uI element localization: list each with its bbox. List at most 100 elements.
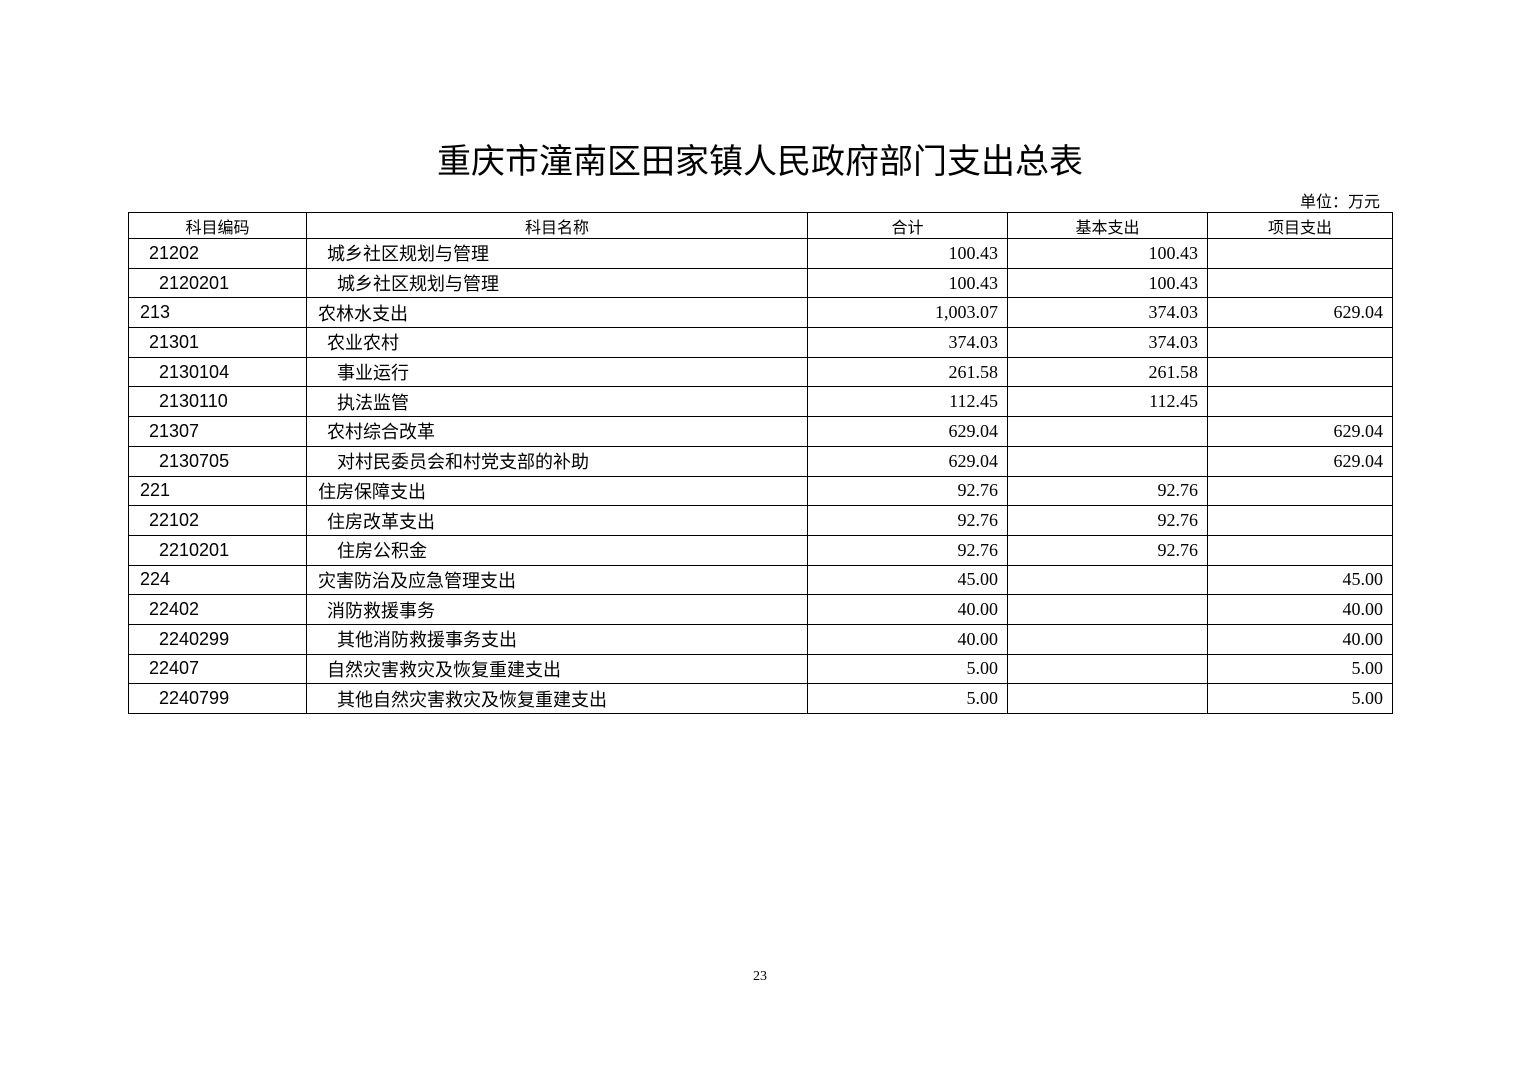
total-cell: 92.76	[807, 505, 1008, 536]
project-cell: 5.00	[1207, 653, 1393, 685]
name-cell: 农林水支出	[306, 297, 808, 329]
project-cell	[1207, 534, 1393, 566]
code-cell: 21307	[128, 416, 307, 447]
total-cell: 261.58	[807, 356, 1008, 388]
table-row: 22402 消防救援事务 40.00 40.00	[128, 594, 1393, 625]
basic-cell	[1007, 653, 1208, 685]
project-cell	[1207, 356, 1393, 388]
basic-cell: 92.76	[1007, 475, 1208, 507]
basic-cell: 374.03	[1007, 327, 1208, 358]
code-cell: 221	[128, 475, 307, 507]
expenditure-table: 科目编码 科目名称 合计 基本支出 项目支出 21202 城乡社区规划与管理 100…	[128, 212, 1393, 714]
total-cell: 5.00	[807, 683, 1008, 714]
code-cell: 21301	[128, 327, 307, 358]
basic-cell: 100.43	[1007, 267, 1208, 299]
name-cell: 自然灾害救灾及恢复重建支出	[306, 653, 808, 685]
basic-cell	[1007, 416, 1208, 447]
project-cell	[1207, 505, 1393, 536]
project-cell: 629.04	[1207, 416, 1393, 447]
table-row: 224 灾害防治及应急管理支出 45.00 45.00	[128, 564, 1393, 596]
table-body: 21202 城乡社区规划与管理 100.43 100.43 2120201 城乡社区规划与…	[128, 238, 1393, 714]
basic-cell: 100.43	[1007, 238, 1208, 269]
code-cell: 22407	[128, 653, 307, 685]
table-row: 213 农林水支出 1,003.07 374.03 629.04	[128, 297, 1393, 329]
total-cell: 1,003.07	[807, 297, 1008, 329]
project-cell	[1207, 327, 1393, 358]
table-row: 21307 农村综合改革 629.04 629.04	[128, 416, 1393, 447]
table-row: 2130110 执法监管 112.45 112.45	[128, 386, 1393, 418]
header-code: 科目编码	[128, 212, 307, 239]
name-cell: 城乡社区规划与管理	[306, 267, 808, 299]
table-row: 2240799 其他自然灾害救灾及恢复重建支出 5.00 5.00	[128, 683, 1393, 714]
basic-cell: 92.76	[1007, 534, 1208, 566]
code-cell: 22402	[128, 594, 307, 625]
project-cell: 45.00	[1207, 564, 1393, 596]
total-cell: 40.00	[807, 594, 1008, 625]
page-title: 重庆市潼南区田家镇人民政府部门支出总表	[437, 142, 1083, 182]
basic-cell	[1007, 623, 1208, 655]
name-cell: 其他消防救援事务支出	[306, 623, 808, 655]
name-cell: 执法监管	[306, 386, 808, 418]
table-row: 2120201 城乡社区规划与管理 100.43 100.43	[128, 267, 1393, 299]
code-cell: 213	[128, 297, 307, 329]
table-row: 21301 农业农村 374.03 374.03	[128, 327, 1393, 358]
code-cell: 2130104	[128, 356, 307, 388]
basic-cell	[1007, 683, 1208, 714]
basic-cell: 261.58	[1007, 356, 1208, 388]
name-cell: 对村民委员会和村党支部的补助	[306, 445, 808, 477]
name-cell: 住房改革支出	[306, 505, 808, 536]
project-cell	[1207, 475, 1393, 507]
project-cell: 629.04	[1207, 297, 1393, 329]
project-cell: 40.00	[1207, 623, 1393, 655]
unit-label: 单位：万元	[1299, 194, 1380, 211]
name-cell: 农村综合改革	[306, 416, 808, 447]
code-cell: 22102	[128, 505, 307, 536]
table-row: 221 住房保障支出 92.76 92.76	[128, 475, 1393, 507]
page-number: 23	[753, 969, 767, 984]
code-cell: 2210201	[128, 534, 307, 566]
table-row: 2210201 住房公积金 92.76 92.76	[128, 534, 1393, 566]
total-cell: 92.76	[807, 475, 1008, 507]
code-cell: 2120201	[128, 267, 307, 299]
table-row: 21202 城乡社区规划与管理 100.43 100.43	[128, 238, 1393, 269]
name-cell: 其他自然灾害救灾及恢复重建支出	[306, 683, 808, 714]
name-cell: 城乡社区规划与管理	[306, 238, 808, 269]
total-cell: 112.45	[807, 386, 1008, 418]
total-cell: 100.43	[807, 267, 1008, 299]
name-cell: 住房公积金	[306, 534, 808, 566]
basic-cell	[1007, 564, 1208, 596]
basic-cell: 112.45	[1007, 386, 1208, 418]
table-row: 22102 住房改革支出 92.76 92.76	[128, 505, 1393, 536]
code-cell: 224	[128, 564, 307, 596]
total-cell: 374.03	[807, 327, 1008, 358]
code-cell: 2130110	[128, 386, 307, 418]
name-cell: 住房保障支出	[306, 475, 808, 507]
code-cell: 2240799	[128, 683, 307, 714]
name-cell: 农业农村	[306, 327, 808, 358]
project-cell	[1207, 238, 1393, 269]
code-cell: 2130705	[128, 445, 307, 477]
header-total: 合计	[807, 212, 1008, 239]
code-cell: 21202	[128, 238, 307, 269]
project-cell: 5.00	[1207, 683, 1393, 714]
basic-cell: 92.76	[1007, 505, 1208, 536]
total-cell: 629.04	[807, 445, 1008, 477]
total-cell: 45.00	[807, 564, 1008, 596]
total-cell: 5.00	[807, 653, 1008, 685]
table-row: 22407 自然灾害救灾及恢复重建支出 5.00 5.00	[128, 653, 1393, 685]
header-name: 科目名称	[306, 212, 808, 239]
project-cell	[1207, 267, 1393, 299]
name-cell: 灾害防治及应急管理支出	[306, 564, 808, 596]
table-row: 2130104 事业运行 261.58 261.58	[128, 356, 1393, 388]
total-cell: 92.76	[807, 534, 1008, 566]
header-project: 项目支出	[1207, 212, 1393, 239]
header-row: 科目编码 科目名称 合计 基本支出 项目支出	[128, 212, 1393, 239]
total-cell: 100.43	[807, 238, 1008, 269]
table-row: 2130705 对村民委员会和村党支部的补助 629.04 629.04	[128, 445, 1393, 477]
header-basic: 基本支出	[1007, 212, 1208, 239]
basic-cell	[1007, 445, 1208, 477]
project-cell	[1207, 386, 1393, 418]
total-cell: 629.04	[807, 416, 1008, 447]
project-cell: 40.00	[1207, 594, 1393, 625]
name-cell: 事业运行	[306, 356, 808, 388]
